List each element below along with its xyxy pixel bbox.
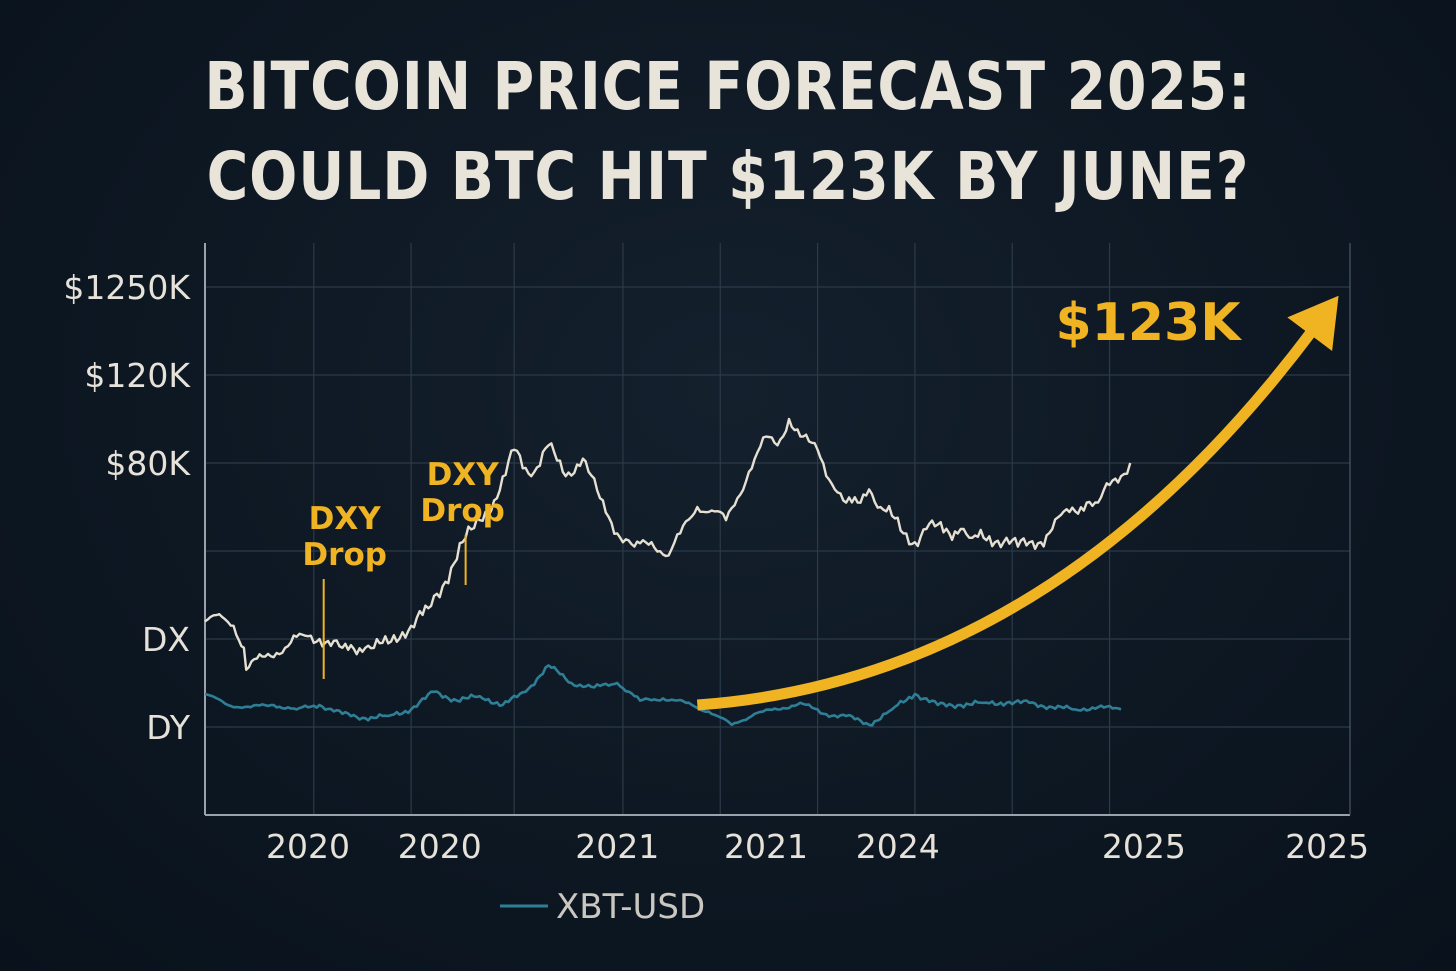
x-tick-label: 2025 xyxy=(1102,827,1186,866)
forecast-arrow-shaft xyxy=(696,327,1317,711)
legend-label: XBT-USD xyxy=(556,887,705,927)
annotation-label: Drop xyxy=(302,537,387,573)
x-tick-label: 2020 xyxy=(398,827,482,866)
y-tick-label: DY xyxy=(146,708,191,747)
x-tick-label: 2021 xyxy=(575,827,659,866)
y-tick-label: $80K xyxy=(105,444,191,483)
y-tick-label: DX xyxy=(142,620,190,659)
y-tick-label: $1250K xyxy=(63,268,191,307)
annotation-label: DXY xyxy=(427,457,500,493)
series-layer xyxy=(204,417,1132,727)
annotation-label: Drop xyxy=(420,493,505,529)
x-tick-label: 2024 xyxy=(856,827,940,866)
xbt-usd-line xyxy=(204,664,1122,727)
chart-title-line-2: COULD BTC HIT $123K BY JUNE? xyxy=(206,138,1250,215)
x-tick-label: 2021 xyxy=(724,827,808,866)
axes xyxy=(204,243,1351,816)
forecast-target-label: $123K xyxy=(1055,293,1242,353)
label-layer: $1250K $120K $80K DX DY 2020 2020 2021 2021 2024 2… xyxy=(63,268,1369,927)
projection-layer xyxy=(696,295,1339,711)
forecast-arrow-head xyxy=(1287,295,1339,351)
annotation-label: DXY xyxy=(309,501,382,537)
y-tick-label: $120K xyxy=(84,356,191,395)
gridlines xyxy=(205,243,1350,815)
chart-title-line-1: BITCOIN PRICE FORECAST 2025: xyxy=(204,48,1252,125)
x-tick-label: 2025 xyxy=(1285,827,1369,866)
x-tick-label: 2020 xyxy=(266,827,350,866)
btc-price-line xyxy=(204,417,1132,671)
